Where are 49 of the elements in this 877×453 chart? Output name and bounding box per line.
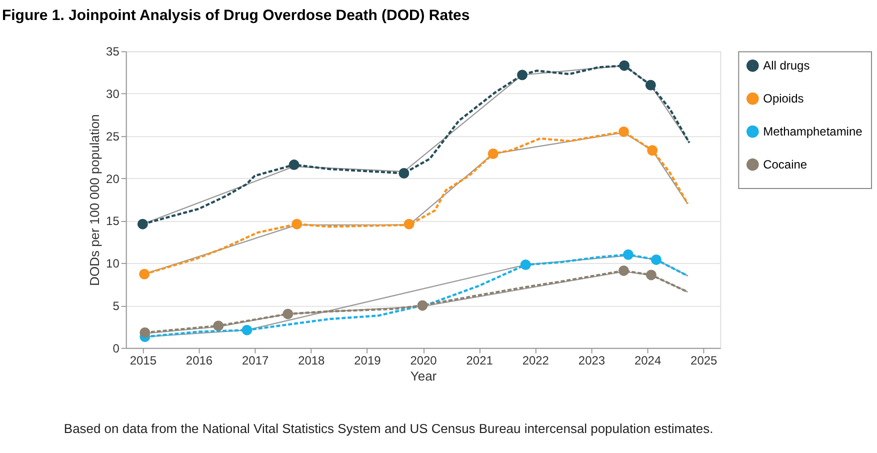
point <box>651 254 662 265</box>
point <box>137 218 148 230</box>
y-tick-label: 10 <box>106 256 120 271</box>
y-tick-label: 5 <box>112 298 120 313</box>
point <box>618 126 629 137</box>
x-tick-label: 2016 <box>186 353 213 368</box>
legend-label: All drugs <box>763 58 810 73</box>
point <box>404 218 414 230</box>
x-tick-label: 2020 <box>410 353 438 368</box>
legend-label: Opioids <box>763 92 804 106</box>
y-tick-label: 35 <box>106 44 120 59</box>
point <box>520 260 531 270</box>
x-tick-label: 2017 <box>242 353 269 368</box>
point <box>288 160 300 170</box>
point <box>282 308 294 320</box>
point <box>645 80 656 90</box>
x-tick-label: 2025 <box>690 353 718 368</box>
point <box>488 148 498 159</box>
y-tick-label: 25 <box>106 129 120 144</box>
point <box>622 249 634 260</box>
y-axis-title: DODs per 100 000 population <box>87 114 102 286</box>
x-tick-label: 2015 <box>130 353 157 368</box>
y-tick-label: 15 <box>106 214 120 228</box>
point <box>398 168 410 178</box>
point <box>647 145 658 156</box>
point <box>140 327 150 338</box>
point <box>292 218 302 230</box>
x-tick-label: 2022 <box>522 353 550 368</box>
x-tick-label: 2023 <box>578 353 606 368</box>
point <box>213 320 224 332</box>
point <box>517 70 528 80</box>
y-tick-label: 0 <box>112 341 120 356</box>
x-tick-label: 2019 <box>354 353 382 368</box>
text: Based on data from the National Vital Statistics System and US Census Bureau intercensal population estimates. <box>64 420 714 436</box>
x-axis-title: Year <box>410 368 438 384</box>
x-tick-label: 2018 <box>298 353 326 368</box>
x-tick-label: 2021 <box>466 353 494 368</box>
legend-label: Methamphetamine <box>763 124 863 139</box>
chart-title: Figure 1. Joinpoint Analysis of Drug Overdose Death (DOD) Rates <box>2 7 470 24</box>
x-tick-label: 2024 <box>634 353 662 368</box>
point <box>242 324 252 336</box>
point <box>417 300 428 311</box>
point <box>618 265 629 276</box>
legend-label: Cocaine <box>763 158 808 172</box>
point <box>619 60 630 71</box>
y-tick-label: 20 <box>106 172 120 186</box>
point <box>139 268 150 280</box>
y-tick-label: 30 <box>106 87 120 102</box>
point <box>646 270 656 280</box>
